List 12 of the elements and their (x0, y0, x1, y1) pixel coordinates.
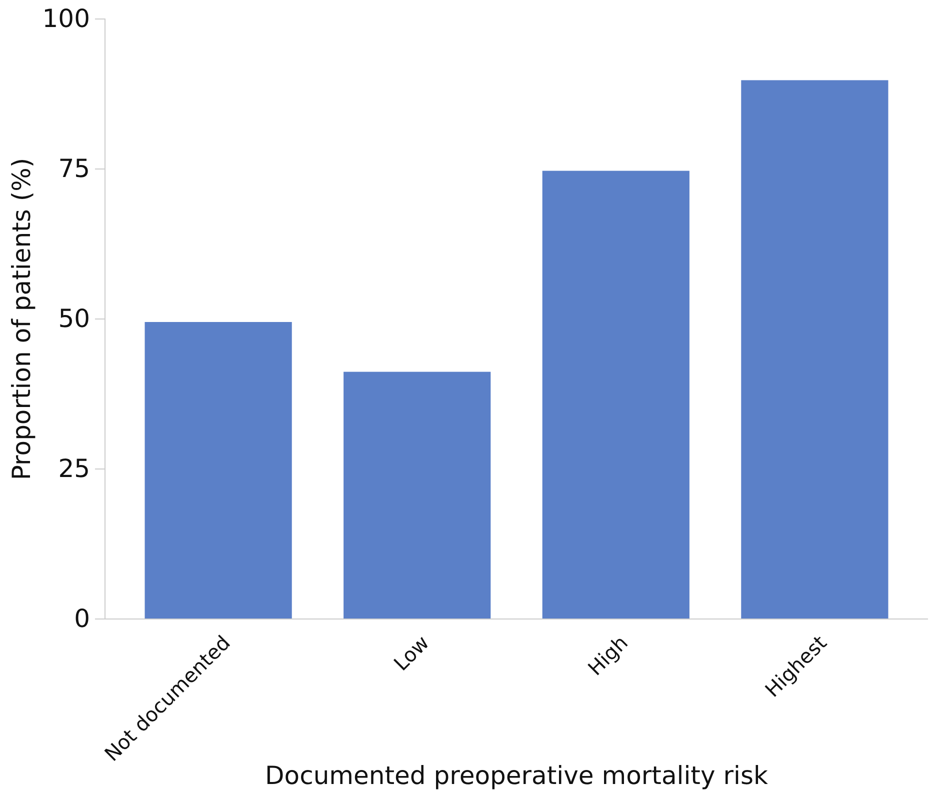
x-axis-title: Documented preoperative mortality risk (265, 761, 768, 790)
y-axis-title: Proportion of patients (%) (7, 158, 36, 480)
y-tick-label: 0 (74, 604, 90, 633)
x-tick-label: Low (388, 630, 434, 676)
y-tick-label: 75 (58, 154, 90, 183)
y-tick-label: 100 (42, 4, 90, 33)
bar (542, 170, 690, 619)
bar (144, 322, 292, 619)
bar (741, 80, 888, 619)
bar (344, 372, 491, 619)
y-tick-label: 25 (58, 454, 90, 483)
y-tick-label: 50 (58, 304, 90, 333)
